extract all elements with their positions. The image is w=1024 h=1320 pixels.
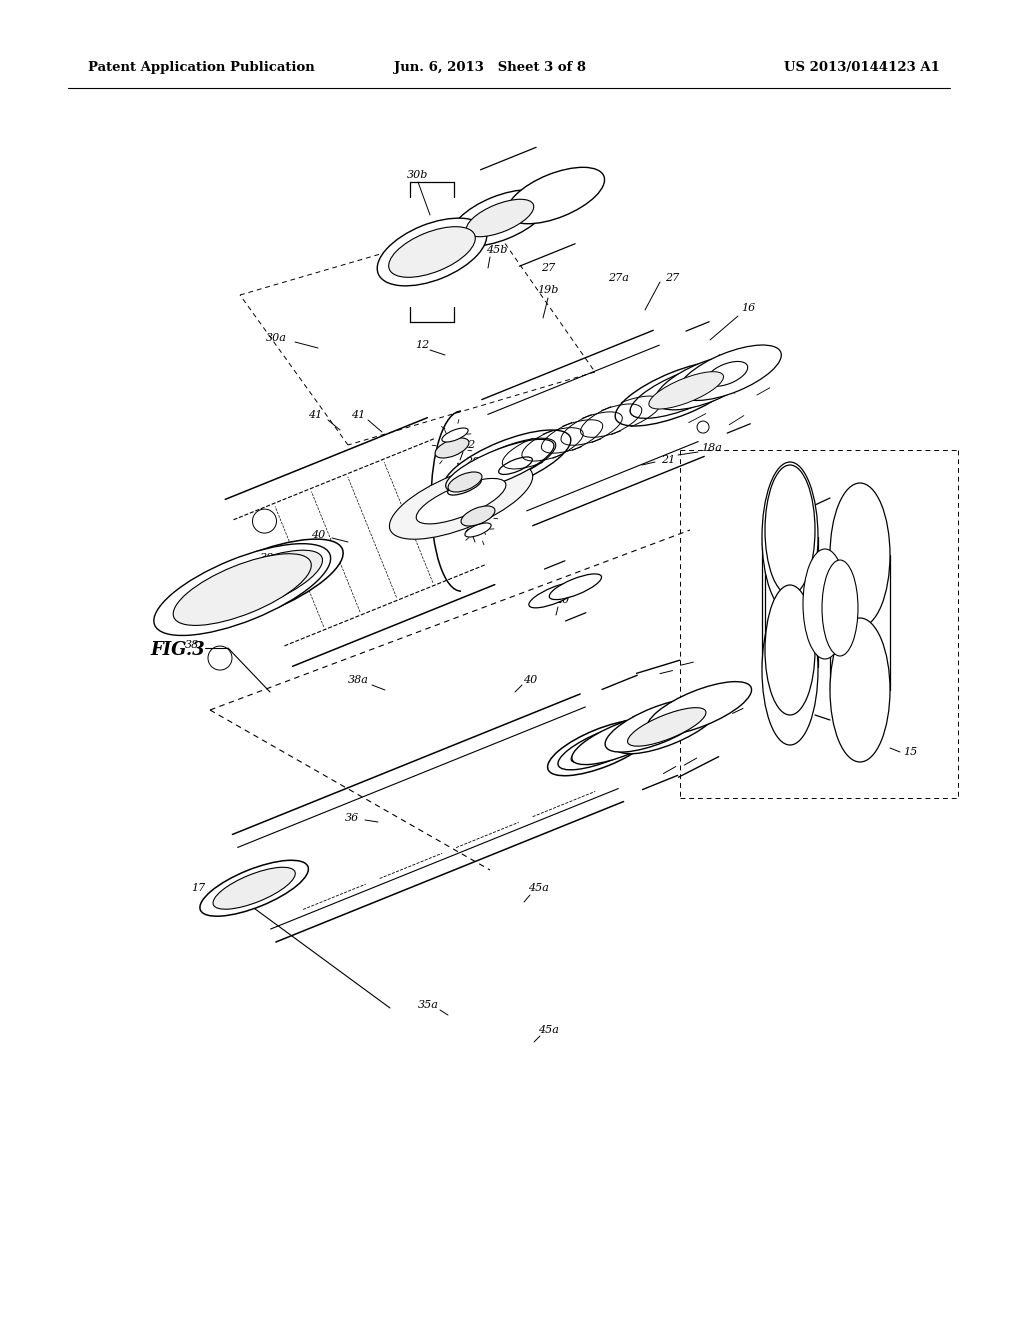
Text: 27: 27 xyxy=(541,263,555,273)
Ellipse shape xyxy=(615,360,742,426)
Ellipse shape xyxy=(765,465,815,595)
Text: 35a: 35a xyxy=(418,1001,438,1010)
Ellipse shape xyxy=(630,368,727,418)
Text: 18a: 18a xyxy=(701,444,723,453)
Text: 42: 42 xyxy=(461,440,475,450)
Text: 45a: 45a xyxy=(527,883,549,894)
Ellipse shape xyxy=(571,729,642,763)
Text: 42: 42 xyxy=(471,523,485,533)
Text: Patent Application Publication: Patent Application Publication xyxy=(88,62,314,74)
Ellipse shape xyxy=(707,362,748,387)
Ellipse shape xyxy=(465,523,492,537)
Ellipse shape xyxy=(762,462,818,612)
Ellipse shape xyxy=(628,708,706,746)
Ellipse shape xyxy=(507,168,604,223)
Ellipse shape xyxy=(389,463,532,539)
Text: 38: 38 xyxy=(185,640,199,649)
Ellipse shape xyxy=(762,595,818,744)
Ellipse shape xyxy=(459,438,556,487)
Ellipse shape xyxy=(630,363,742,418)
Text: 41: 41 xyxy=(451,506,465,515)
Ellipse shape xyxy=(466,199,534,236)
Text: 38a: 38a xyxy=(347,675,369,685)
Ellipse shape xyxy=(549,574,601,599)
Ellipse shape xyxy=(605,698,710,752)
Ellipse shape xyxy=(822,560,858,656)
Ellipse shape xyxy=(196,550,323,615)
Text: 21: 21 xyxy=(660,455,675,465)
Ellipse shape xyxy=(499,457,532,474)
Text: 19b: 19b xyxy=(538,285,559,294)
Ellipse shape xyxy=(154,544,331,635)
Text: 12: 12 xyxy=(415,341,429,350)
Text: 28: 28 xyxy=(465,457,479,467)
Ellipse shape xyxy=(213,867,295,909)
Text: 41: 41 xyxy=(351,411,366,420)
Ellipse shape xyxy=(830,618,890,762)
Ellipse shape xyxy=(571,714,673,764)
Ellipse shape xyxy=(452,190,549,247)
Text: 30a: 30a xyxy=(265,333,287,343)
Ellipse shape xyxy=(803,549,847,659)
Ellipse shape xyxy=(561,727,643,768)
Text: 38a: 38a xyxy=(259,553,281,564)
Ellipse shape xyxy=(416,478,506,524)
Text: 17: 17 xyxy=(190,883,205,894)
Text: 36: 36 xyxy=(345,813,359,822)
Ellipse shape xyxy=(447,478,481,495)
Ellipse shape xyxy=(647,681,752,735)
Ellipse shape xyxy=(175,539,343,627)
Text: 16: 16 xyxy=(741,304,755,313)
Ellipse shape xyxy=(445,440,554,492)
Text: 41: 41 xyxy=(308,411,323,420)
Text: 27: 27 xyxy=(665,273,679,282)
Text: US 2013/0144123 A1: US 2013/0144123 A1 xyxy=(784,62,940,74)
Ellipse shape xyxy=(558,722,655,770)
Ellipse shape xyxy=(443,430,570,495)
Ellipse shape xyxy=(678,345,781,400)
Text: 45a: 45a xyxy=(538,1026,558,1035)
Text: 20: 20 xyxy=(555,595,569,605)
Text: 35b: 35b xyxy=(540,183,561,193)
Ellipse shape xyxy=(173,553,311,626)
Ellipse shape xyxy=(528,582,582,607)
Text: 15: 15 xyxy=(903,747,918,756)
Ellipse shape xyxy=(607,700,708,750)
Ellipse shape xyxy=(614,700,719,754)
Ellipse shape xyxy=(200,861,308,916)
Ellipse shape xyxy=(389,227,475,277)
Text: 30b: 30b xyxy=(408,170,429,180)
Ellipse shape xyxy=(548,719,656,776)
Text: Jun. 6, 2013   Sheet 3 of 8: Jun. 6, 2013 Sheet 3 of 8 xyxy=(394,62,586,74)
Text: 40: 40 xyxy=(523,675,538,685)
Text: 19a: 19a xyxy=(687,397,709,407)
Ellipse shape xyxy=(830,483,890,627)
Text: 18: 18 xyxy=(721,367,735,378)
Text: 27a: 27a xyxy=(607,273,629,282)
Ellipse shape xyxy=(435,438,469,458)
Text: 45b: 45b xyxy=(486,246,508,255)
Ellipse shape xyxy=(461,506,495,527)
Text: FIG.3: FIG.3 xyxy=(150,642,205,659)
Ellipse shape xyxy=(442,428,468,442)
Ellipse shape xyxy=(697,421,709,433)
Ellipse shape xyxy=(377,218,486,286)
Ellipse shape xyxy=(649,372,724,409)
Ellipse shape xyxy=(655,354,758,409)
Ellipse shape xyxy=(765,585,815,715)
Text: 40: 40 xyxy=(311,531,326,540)
Ellipse shape xyxy=(449,473,482,492)
